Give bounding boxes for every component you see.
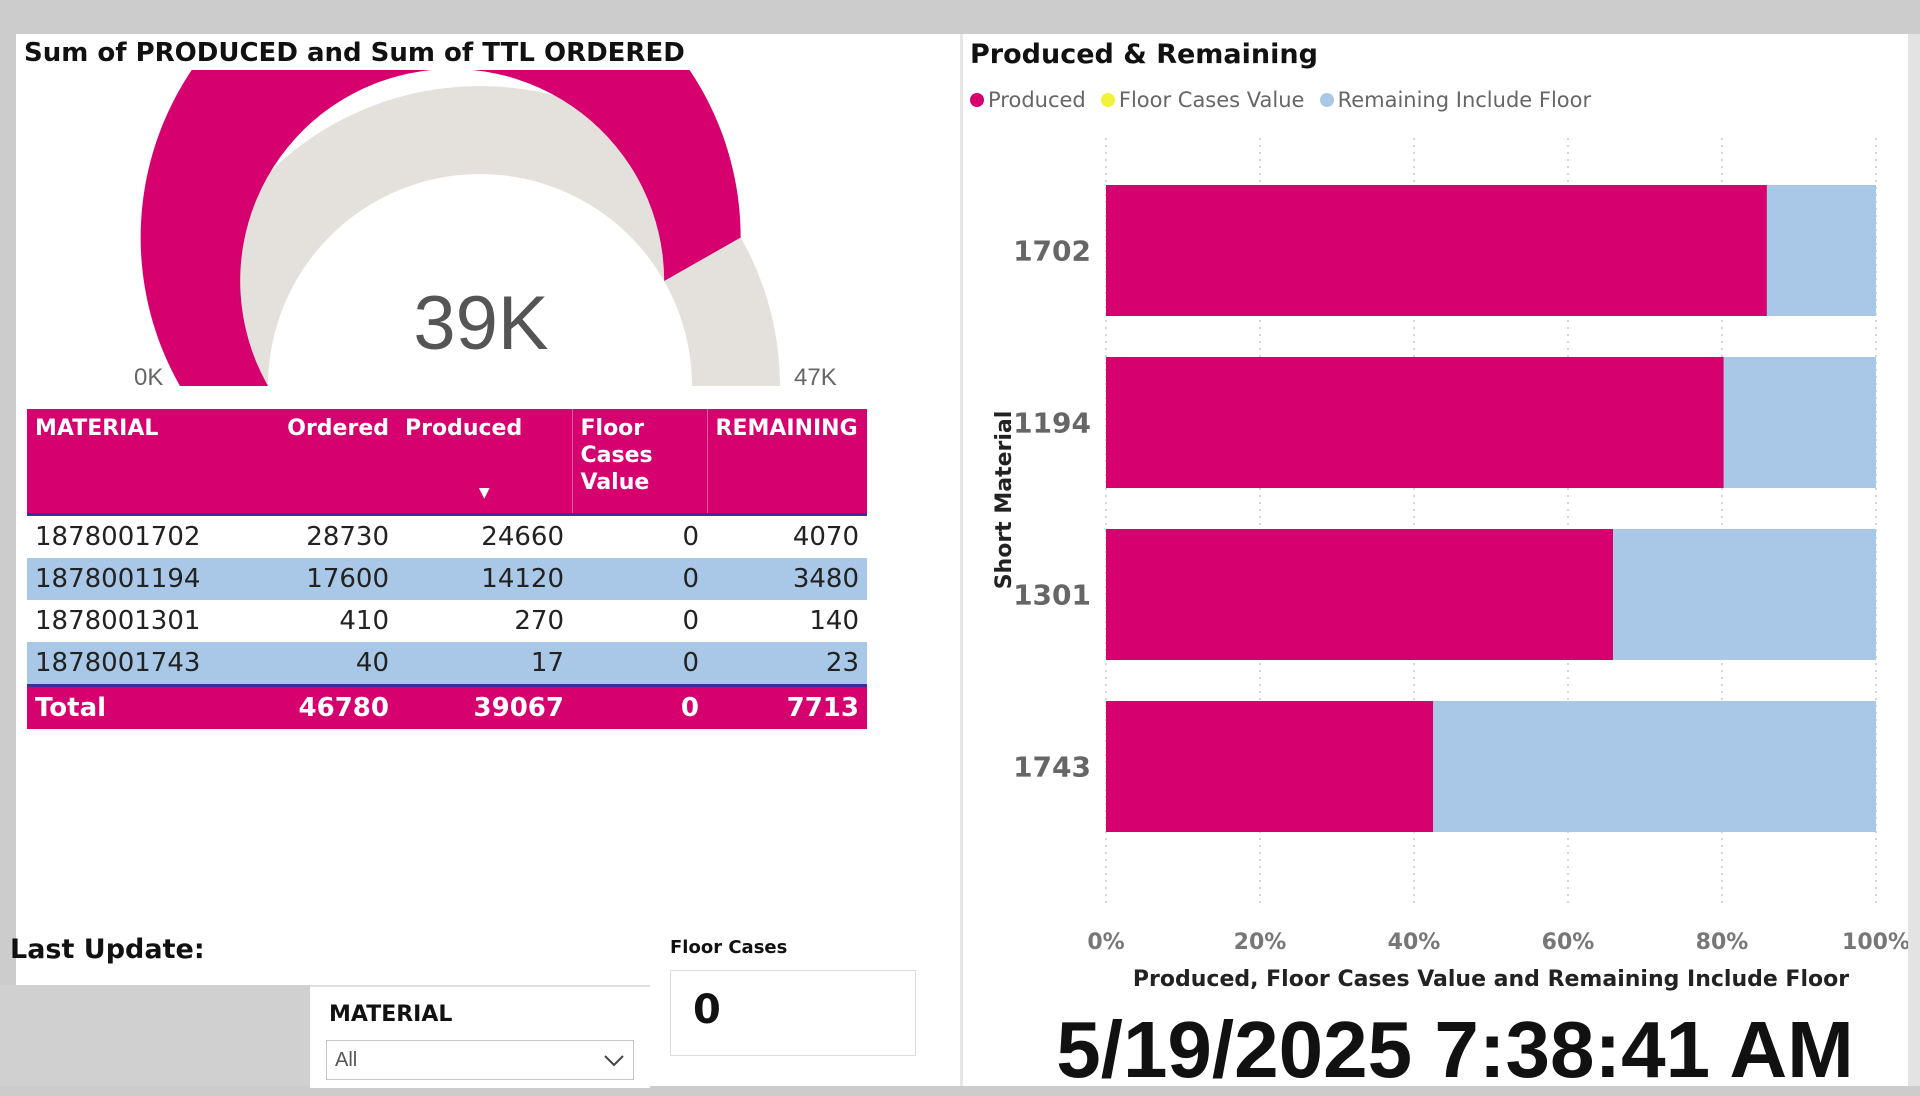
- chevron-down-icon: [604, 1055, 624, 1067]
- bar-segment[interactable]: [1433, 701, 1876, 832]
- total-produced: 39067: [397, 684, 572, 729]
- y-tick-label: 1743: [1013, 751, 1091, 784]
- legend-item-produced[interactable]: Produced: [970, 88, 1086, 112]
- bar-segment[interactable]: [1106, 357, 1724, 488]
- cell-ordered: 410: [339, 606, 389, 636]
- top-border: [0, 0, 1920, 34]
- col-header-remaining[interactable]: REMAINING: [706, 409, 867, 516]
- cell-produced: 24660: [481, 522, 564, 552]
- last-update-label: Last Update:: [10, 934, 205, 965]
- floor-cases-label: Floor Cases: [670, 937, 788, 958]
- x-tick-label: 0%: [1087, 930, 1124, 955]
- total-ordered: 46780: [267, 684, 397, 729]
- y-axis-title: Short Material: [992, 411, 1017, 590]
- legend-item-remaining[interactable]: Remaining Include Floor: [1319, 88, 1592, 112]
- floor-cases-value: 0: [693, 987, 721, 1033]
- y-tick-label: 1702: [1013, 235, 1091, 268]
- sort-down-icon: ▼: [478, 485, 490, 501]
- gauge-value: 39K: [413, 281, 549, 366]
- x-tick-label: 40%: [1388, 930, 1441, 955]
- bar-chart[interactable]: 0% 20% 40% 60% 80% 100% 1702 1194 1301 1743 Short…: [963, 130, 1908, 1000]
- x-axis-title: Produced, Floor Cases Value and Remainin…: [1133, 967, 1849, 992]
- cell-remaining: 3480: [707, 558, 867, 600]
- cell-ordered: 17600: [267, 558, 397, 600]
- gauge-max-label: 47K: [794, 364, 837, 391]
- cell-remaining: 23: [707, 642, 867, 686]
- bar-segment[interactable]: [1766, 185, 1876, 316]
- cell-floor-cases: 0: [572, 642, 707, 686]
- cell-material: 1878001194: [27, 558, 267, 600]
- gauge-fill[interactable]: [140, 70, 741, 386]
- slicer-label: MATERIAL: [329, 1002, 453, 1027]
- cell-produced: 14120: [397, 558, 572, 600]
- col-header-material[interactable]: MATERIAL: [27, 409, 267, 516]
- cell-produced: 270: [514, 606, 564, 636]
- bar-segment[interactable]: [1613, 529, 1876, 660]
- x-tick-label: 60%: [1542, 930, 1595, 955]
- gauge-title: Sum of PRODUCED and Sum of TTL ORDERED: [24, 38, 685, 68]
- legend-marker: [1100, 93, 1115, 107]
- legend-label: Floor Cases Value: [1118, 88, 1305, 112]
- x-tick-label: 20%: [1234, 930, 1287, 955]
- material-table: MATERIAL Ordered Produced ▼ Floor Cases …: [27, 409, 867, 729]
- cell-produced: 17: [397, 642, 572, 686]
- cell-floor-cases: 0: [572, 558, 707, 600]
- legend-marker: [1319, 93, 1334, 107]
- floor-cases-card: 0: [670, 970, 916, 1056]
- x-tick-label: 80%: [1696, 930, 1749, 955]
- chart-legend: Produced Floor Cases Value Remaining Inc…: [970, 88, 1601, 112]
- left-border: [0, 0, 16, 1096]
- last-update-datetime: 5/19/2025 7:38:41 AM: [1056, 1005, 1854, 1094]
- cell-ordered: 28730: [306, 522, 389, 552]
- bar-segment[interactable]: [1723, 357, 1876, 488]
- cell-material: 1878001702: [35, 522, 201, 552]
- cell-material: 1878001743: [27, 642, 267, 686]
- y-tick-label: 1301: [1013, 579, 1091, 612]
- table-header-row: MATERIAL Ordered Produced ▼ Floor Cases …: [27, 409, 867, 516]
- x-tick-label: 100%: [1842, 930, 1908, 955]
- table-row[interactable]: 1878001702 28730 24660 0 4070: [27, 515, 867, 559]
- legend-label: Produced: [988, 88, 1086, 112]
- col-header-produced[interactable]: Produced ▼: [397, 409, 572, 516]
- cell-floor-cases: 0: [682, 606, 699, 636]
- panel-divider: [960, 34, 963, 1086]
- bottom-left-background: [0, 985, 310, 1086]
- col-header-floor-cases[interactable]: Floor Cases Value: [571, 409, 707, 516]
- cell-material: 1878001301: [35, 606, 201, 636]
- table-total-row: Total 46780 39067 0 7713: [27, 684, 867, 729]
- bar-segment[interactable]: [1106, 185, 1767, 316]
- cell-remaining: 4070: [792, 522, 859, 552]
- bar-layer: [1106, 185, 1876, 832]
- bar-segment[interactable]: [1106, 701, 1434, 832]
- total-floor-cases: 0: [572, 684, 707, 729]
- chart-title: Produced & Remaining: [970, 39, 1318, 70]
- label-layer: 0% 20% 40% 60% 80% 100% 1702 1194 1301 1743: [1013, 235, 1908, 956]
- dropdown-value: All: [335, 1049, 358, 1071]
- right-border: [1908, 34, 1920, 1086]
- cell-ordered: 40: [267, 642, 397, 686]
- col-header-ordered[interactable]: Ordered: [267, 409, 397, 516]
- gauge-chart[interactable]: [130, 70, 830, 400]
- total-remaining: 7713: [707, 684, 867, 729]
- bar-segment[interactable]: [1106, 529, 1614, 660]
- legend-item-floor-cases[interactable]: Floor Cases Value: [1100, 88, 1305, 112]
- material-dropdown[interactable]: All: [326, 1040, 634, 1080]
- total-label: Total: [27, 684, 267, 729]
- table-row[interactable]: 1878001743 40 17 0 23: [27, 642, 867, 686]
- legend-marker: [970, 93, 984, 107]
- cell-remaining: 140: [809, 606, 859, 636]
- col-header-produced-label: Produced: [405, 416, 523, 441]
- y-tick-label: 1194: [1013, 407, 1091, 440]
- table-row[interactable]: 1878001301 410 270 0 140: [27, 600, 867, 642]
- table-row[interactable]: 1878001194 17600 14120 0 3480: [27, 558, 867, 600]
- bottom-border: [0, 1086, 1920, 1096]
- cell-floor-cases: 0: [682, 522, 699, 552]
- legend-label: Remaining Include Floor: [1337, 88, 1592, 112]
- gauge-min-label: 0K: [134, 364, 164, 391]
